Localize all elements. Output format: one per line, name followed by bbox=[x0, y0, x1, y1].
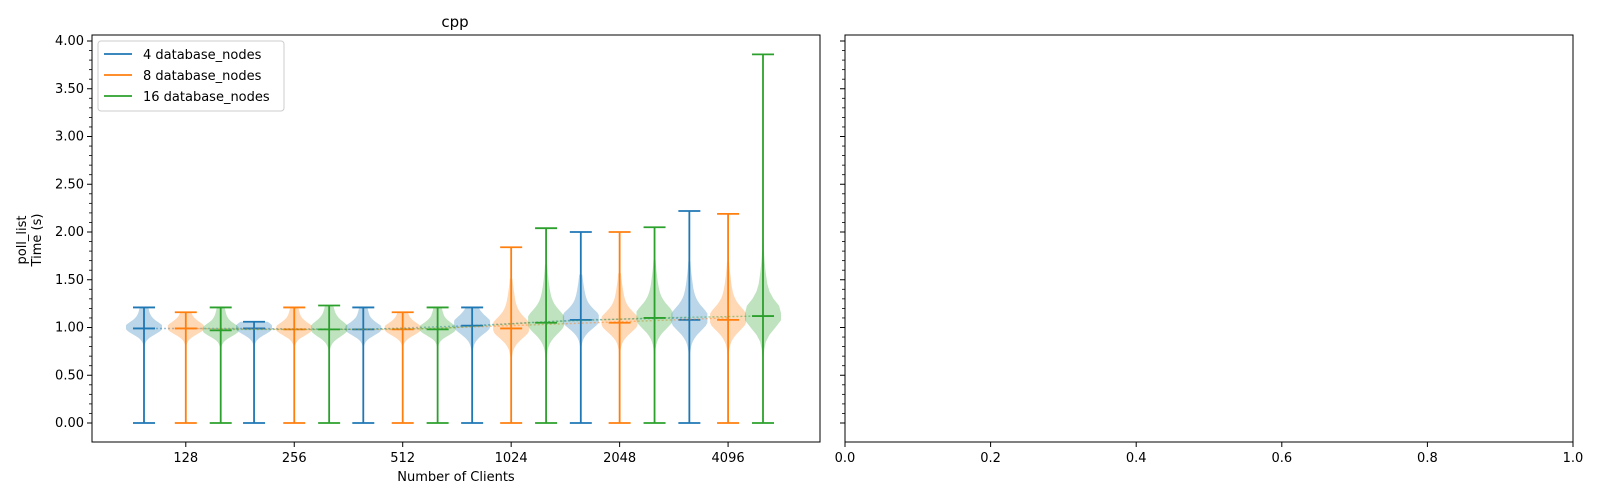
mean-trend-line bbox=[220, 315, 764, 331]
right-x-tick-label: 0.8 bbox=[1417, 451, 1438, 466]
right-y-axis-ticks bbox=[840, 40, 845, 424]
right-x-tick-label: 0.0 bbox=[835, 451, 856, 466]
x-tick-label: 4096 bbox=[712, 451, 745, 466]
legend-entry-label: 16 database_nodes bbox=[143, 90, 270, 105]
y-axis-ticks: 0.00 0.50 1.00 1.50 2.00 2.50 3.00 3.50 4.00 bbox=[55, 34, 92, 431]
x-tick-label: 512 bbox=[390, 451, 415, 466]
y-tick-label: 2.00 bbox=[55, 225, 84, 240]
right-x-tick-label: 1.0 bbox=[1563, 451, 1584, 466]
y-tick-label: 1.50 bbox=[55, 273, 84, 288]
right-x-tick-label: 0.2 bbox=[980, 451, 1001, 466]
x-tick-label: 256 bbox=[282, 451, 307, 466]
legend-entry-label: 4 database_nodes bbox=[143, 48, 262, 63]
right-x-tick-label: 0.4 bbox=[1126, 451, 1147, 466]
y-tick-label: 3.00 bbox=[55, 130, 84, 145]
y-tick-label: 4.00 bbox=[55, 34, 84, 49]
legend-entries: 4 database_nodes 8 database_nodes 16 datab… bbox=[104, 48, 270, 105]
y-tick-label: 0.00 bbox=[55, 416, 84, 431]
left-plot: cpp 0.00 0.50 1.00 1.50 2.00 2.50 3.00 3.50 4.00… bbox=[15, 13, 821, 485]
chart-title: cpp bbox=[441, 13, 468, 31]
y-axis-label-line2: Time (s) bbox=[30, 214, 45, 268]
right-x-tick-label: 0.6 bbox=[1271, 451, 1292, 466]
y-tick-label: 0.50 bbox=[55, 368, 84, 383]
y-tick-label: 1.00 bbox=[55, 321, 84, 336]
left-plot-frame bbox=[91, 34, 821, 443]
x-tick-label: 128 bbox=[173, 451, 198, 466]
legend: 4 database_nodes 8 database_nodes 16 datab… bbox=[97, 40, 285, 112]
x-axis-ticks: 128 256 512 1024 2048 4096 bbox=[173, 442, 745, 466]
legend-entry-label: 8 database_nodes bbox=[143, 69, 262, 84]
x-axis-label: Number of Clients bbox=[397, 470, 515, 485]
y-tick-label: 3.50 bbox=[55, 82, 84, 97]
mean-trend-line bbox=[144, 317, 690, 331]
y-tick-label: 2.50 bbox=[55, 177, 84, 192]
y-axis-label-line1: poll_list bbox=[15, 215, 30, 264]
violins bbox=[126, 53, 781, 424]
x-tick-label: 2048 bbox=[603, 451, 636, 466]
right-x-axis-ticks: 0.0 0.2 0.4 0.6 0.8 1.0 bbox=[835, 442, 1584, 466]
right-plot: 0.0 0.2 0.4 0.6 0.8 1.0 bbox=[835, 34, 1584, 466]
mean-trend-line bbox=[185, 317, 729, 331]
x-tick-label: 1024 bbox=[495, 451, 528, 466]
legend-box bbox=[97, 40, 285, 112]
right-plot-frame bbox=[844, 34, 1574, 443]
